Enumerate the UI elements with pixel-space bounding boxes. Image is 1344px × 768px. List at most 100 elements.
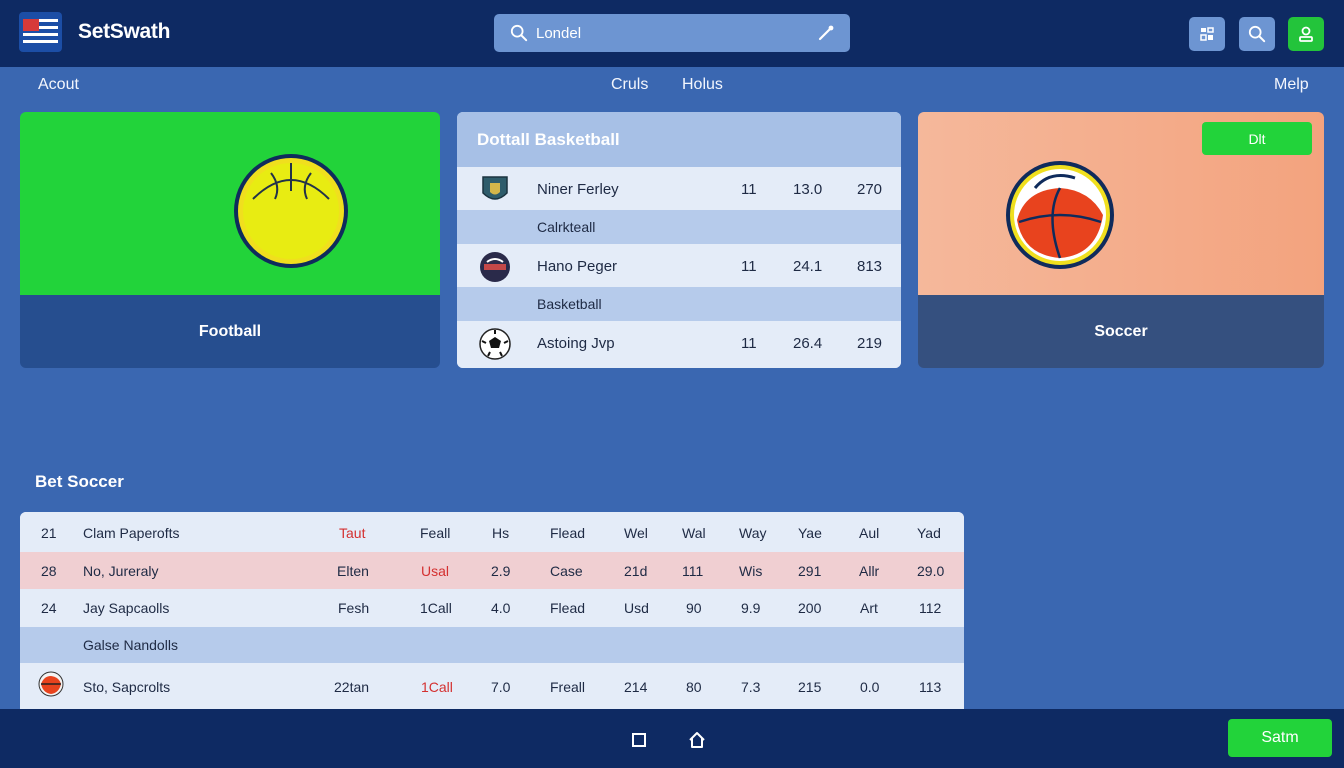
basketball-icon	[234, 154, 348, 268]
user-button[interactable]	[1288, 17, 1324, 51]
list-item[interactable]: Hano Peger 11 24.1 813	[457, 244, 901, 287]
nav-link-acout[interactable]: Acout	[38, 76, 79, 93]
table-cell: 7.0	[491, 679, 511, 695]
team-name: Jay Sapcaolls	[83, 600, 170, 616]
table-cell: Flead	[550, 525, 586, 541]
player-name: Hano Peger	[537, 258, 618, 275]
table-cell: Feall	[420, 525, 451, 541]
row-number: 21	[41, 525, 57, 541]
table-cell: 22tan	[334, 679, 370, 695]
table-cell: Elten	[337, 563, 369, 579]
football-card-banner	[20, 112, 440, 295]
stat-value: 11	[741, 335, 757, 352]
table-cell: 80	[686, 679, 702, 695]
list-section-header: Basketball	[457, 287, 901, 321]
stat-value: 219	[857, 335, 883, 352]
row-number: 24	[41, 600, 57, 616]
bet-table: 21 Clam Paperofts Taut Feall Hs Flead We…	[20, 512, 964, 710]
search-input[interactable]	[536, 24, 806, 42]
table-cell: 111	[682, 563, 704, 579]
home-icon	[689, 732, 705, 748]
table-cell: 1Call	[421, 679, 453, 695]
player-name: Astoing Jvp	[537, 335, 615, 352]
table-cell: 112	[919, 600, 942, 616]
table-cell: 4.0	[491, 600, 511, 616]
bottom-bar	[0, 709, 1344, 768]
table-cell: Art	[860, 600, 878, 616]
stat-value: 813	[857, 258, 883, 275]
table-cell: 215	[798, 679, 822, 695]
list-item[interactable]: Astoing Jvp 11 26.4 219	[457, 321, 901, 368]
soccer-ball-icon	[479, 328, 511, 360]
pen-icon[interactable]	[816, 23, 836, 43]
table-section-header: Galse Nandolls	[20, 627, 964, 663]
search-icon	[510, 24, 528, 42]
soccer-card[interactable]: Dlt Soccer	[918, 112, 1324, 368]
stat-value: 11	[741, 258, 757, 275]
table-cell: Wis	[739, 563, 763, 579]
table-row[interactable]: 24 Jay Sapcaolls Fesh 1Call 4.0 Flead Us…	[20, 589, 964, 627]
list-title: Dottall Basketball	[457, 112, 901, 167]
search-bar[interactable]	[494, 14, 850, 52]
team-crest-icon	[480, 252, 510, 282]
flag-logo-icon[interactable]	[19, 12, 62, 52]
delete-button[interactable]: Dlt	[1202, 122, 1312, 155]
table-cell: Flead	[550, 600, 586, 616]
submit-button[interactable]: Satm	[1228, 719, 1332, 757]
table-cell: 21d	[624, 563, 648, 579]
list-section-header: Calrkteall	[457, 210, 901, 244]
basketball-icon	[38, 671, 64, 697]
table-cell: 200	[798, 600, 822, 616]
search-button[interactable]	[1239, 17, 1275, 51]
table-cell: Wel	[624, 525, 648, 541]
table-cell: Way	[739, 525, 767, 541]
table-cell: 7.3	[741, 679, 761, 695]
table-cell: 1Call	[420, 600, 452, 616]
stat-value: 270	[857, 181, 883, 198]
football-card[interactable]: Football	[20, 112, 440, 368]
team-name: Clam Paperofts	[83, 525, 180, 541]
home-button[interactable]	[686, 729, 708, 751]
table-cell: Yad	[917, 525, 941, 541]
nav-link-cruls[interactable]: Cruls	[611, 76, 649, 93]
stat-value: 13.0	[793, 181, 823, 198]
basketball-icon	[1006, 161, 1114, 269]
section-label: Calrkteall	[537, 219, 596, 235]
filter-button[interactable]	[1189, 17, 1225, 51]
table-cell: 9.9	[741, 600, 761, 616]
table-cell: Aul	[859, 525, 880, 541]
table-cell: 291	[798, 563, 822, 579]
team-name: No, Jureraly	[83, 563, 159, 579]
table-cell: Hs	[492, 525, 510, 541]
stat-value: 24.1	[793, 258, 823, 275]
filter-icon	[1200, 27, 1214, 41]
soccer-card-label: Soccer	[918, 295, 1324, 368]
player-name: Niner Ferley	[537, 181, 619, 198]
table-row[interactable]: 28 No, Jureraly Elten Usal 2.9 Case 21d …	[20, 552, 964, 589]
table-cell: Wal	[682, 525, 706, 541]
table-cell: 214	[624, 679, 648, 695]
nav-link-holus[interactable]: Holus	[682, 76, 723, 93]
table-cell: 0.0	[860, 679, 880, 695]
table-cell: Freall	[550, 679, 586, 695]
table-cell: Usal	[421, 563, 450, 579]
table-row[interactable]: 21 Clam Paperofts Taut Feall Hs Flead We…	[20, 512, 964, 552]
nav-link-melp[interactable]: Melp	[1274, 76, 1309, 93]
user-icon	[1299, 26, 1313, 42]
soccer-card-banner: Dlt	[918, 112, 1324, 295]
stat-value: 26.4	[793, 335, 823, 352]
table-row[interactable]: Sto, Sapcrolts 22tan 1Call 7.0 Freall 21…	[20, 663, 964, 710]
section-label: Basketball	[537, 296, 602, 312]
basketball-list-card: Dottall Basketball Niner Ferley 11 13.0 …	[457, 112, 901, 368]
top-header: SetSwath	[0, 0, 1344, 67]
table-cell: Yae	[798, 525, 822, 541]
list-item[interactable]: Niner Ferley 11 13.0 270	[457, 167, 901, 210]
table-cell: 113	[919, 679, 942, 695]
table-cell: 29.0	[917, 563, 945, 579]
square-button[interactable]	[628, 729, 650, 751]
table-cell: Case	[550, 563, 583, 579]
stat-value: 11	[741, 181, 757, 198]
table-cell: Usd	[624, 600, 649, 616]
table-cell: 2.9	[491, 563, 511, 579]
team-crest-icon	[482, 176, 508, 200]
